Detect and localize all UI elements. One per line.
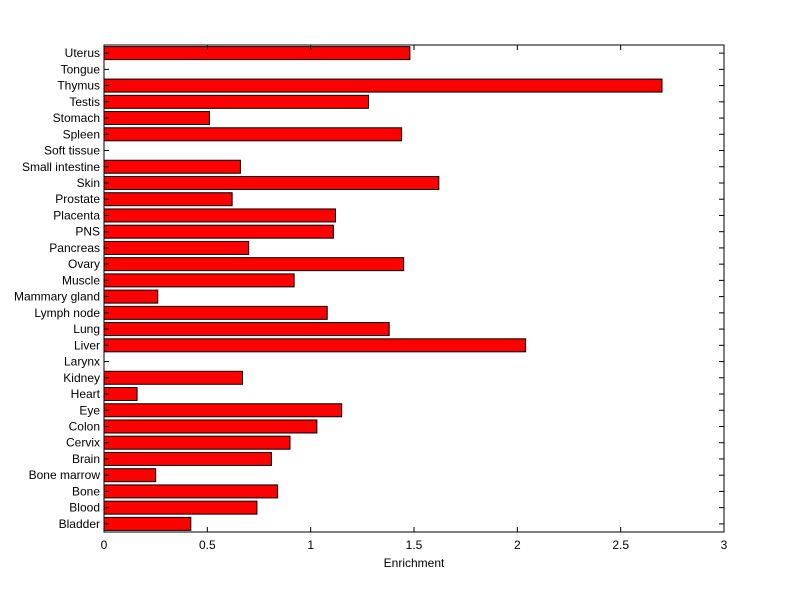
y-tick-label-bone-marrow: Bone marrow — [29, 468, 101, 482]
x-tick-label: 1 — [307, 538, 314, 552]
plot-frame — [103, 44, 725, 533]
bar-testis — [103, 94, 370, 109]
y-tick-label-testis: Testis — [69, 95, 100, 109]
y-tick-label-pancreas: Pancreas — [49, 241, 100, 255]
y-tick-label-small-intestine: Small intestine — [22, 160, 100, 174]
y-tick-label-bladder: Bladder — [59, 517, 100, 531]
y-tick-label-eye: Eye — [79, 403, 100, 417]
y-tick-label-brain: Brain — [72, 452, 100, 466]
y-tick-label-spleen: Spleen — [63, 127, 100, 141]
y-tick-label-kidney: Kidney — [63, 371, 100, 385]
bar-liver — [103, 338, 527, 353]
x-tick-label: 3 — [721, 538, 728, 552]
bar-pancreas — [103, 240, 250, 255]
bar-brain — [103, 451, 272, 466]
y-tick-label-prostate: Prostate — [55, 192, 100, 206]
bar-kidney — [103, 370, 243, 385]
bar-eye — [103, 403, 343, 418]
bar-cervix — [103, 435, 291, 450]
x-tick-label: 1.5 — [406, 538, 423, 552]
y-tick-label-larynx: Larynx — [64, 355, 100, 369]
y-tick-label-thymus: Thymus — [57, 79, 100, 93]
y-tick-label-uterus: Uterus — [65, 46, 100, 60]
bar-bone — [103, 484, 279, 499]
bar-bladder — [103, 516, 192, 531]
x-tick-label: 0 — [101, 538, 108, 552]
bar-small-intestine — [103, 159, 241, 174]
y-tick-label-liver: Liver — [74, 338, 100, 352]
bar-muscle — [103, 273, 295, 288]
y-tick-label-ovary: Ovary — [68, 257, 100, 271]
y-tick-label-tongue: Tongue — [61, 62, 101, 76]
y-tick-label-lymph-node: Lymph node — [34, 306, 100, 320]
bar-thymus — [103, 78, 663, 93]
plot-area — [104, 45, 724, 532]
bar-blood — [103, 500, 258, 515]
bar-placenta — [103, 208, 336, 223]
y-tick-label-blood: Blood — [69, 501, 100, 515]
x-tick-label: 2.5 — [612, 538, 629, 552]
y-tick-label-pns: PNS — [75, 225, 100, 239]
y-tick-label-stomach: Stomach — [53, 111, 100, 125]
y-tick-label-lung: Lung — [73, 322, 100, 336]
bar-spleen — [103, 127, 403, 142]
bar-lymph-node — [103, 305, 328, 320]
y-tick-label-muscle: Muscle — [62, 273, 100, 287]
bar-bone-marrow — [103, 468, 157, 483]
bar-prostate — [103, 192, 233, 207]
y-tick-labels: Uterus Tongue Thymus Testis Stomach Spleen Sof… — [14, 46, 101, 531]
bar-skin — [103, 175, 440, 190]
x-tick-label: 0.5 — [199, 538, 216, 552]
y-tick-label-placenta: Placenta — [53, 208, 100, 222]
bar-pns — [103, 224, 334, 239]
x-axis-label: Enrichment — [384, 556, 445, 570]
y-tick-label-cervix: Cervix — [66, 436, 100, 450]
x-tick-labels: 0 0.5 1 1.5 2 2.5 3 — [101, 538, 728, 552]
bar-ovary — [103, 257, 405, 272]
bar-lung — [103, 322, 390, 337]
y-tick-label-skin: Skin — [77, 176, 100, 190]
y-tick-label-soft-tissue: Soft tissue — [44, 144, 100, 158]
y-tick-label-heart: Heart — [71, 387, 101, 401]
y-tick-label-colon: Colon — [69, 419, 100, 433]
y-tick-label-bone: Bone — [72, 484, 100, 498]
bar-uterus — [103, 46, 411, 61]
bar-mammary-gland — [103, 289, 159, 304]
bar-colon — [103, 419, 318, 434]
x-tick-label: 2 — [514, 538, 521, 552]
bar-stomach — [103, 111, 210, 126]
y-tick-label-mammary-gland: Mammary gland — [14, 290, 100, 304]
